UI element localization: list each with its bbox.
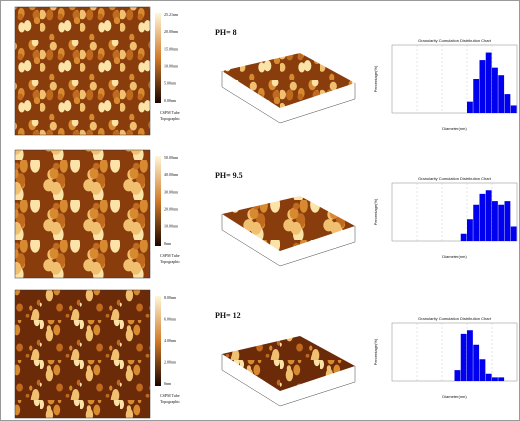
- scale-label: 10.00nm: [164, 224, 179, 229]
- afm-3d: [222, 196, 355, 251]
- x-label: Diameter(nm): [442, 394, 467, 399]
- scale-label: 40.00nm: [164, 172, 179, 177]
- scale-label: 0nm: [164, 241, 172, 246]
- bar: [485, 52, 492, 113]
- bar: [498, 204, 505, 241]
- bar: [510, 226, 517, 241]
- bar: [492, 377, 498, 381]
- scale-label: 10.00nm: [164, 64, 179, 69]
- caption: CSPM Tube: [160, 393, 180, 398]
- bar: [473, 79, 480, 113]
- axis-3d: [221, 214, 356, 267]
- x-label: Diameter(nm): [442, 254, 467, 259]
- bar: [492, 67, 498, 113]
- bar: [485, 373, 492, 381]
- afm-image: [14, 289, 151, 419]
- scale-label: 50.00nm: [164, 155, 179, 160]
- bar: [498, 75, 505, 113]
- scale-label: 5.00nm: [164, 81, 177, 86]
- bar: [473, 204, 480, 241]
- afm-3d: [222, 53, 355, 108]
- bar: [479, 60, 486, 113]
- scale-label: 25.21nm: [164, 12, 179, 17]
- bar: [485, 190, 492, 241]
- scale-label: 4.00nm: [164, 338, 177, 343]
- axis-3d: [221, 354, 356, 407]
- bar: [492, 201, 498, 241]
- bar: [467, 101, 473, 113]
- y-label: Percentage(%): [373, 65, 378, 92]
- caption: Topographic: [160, 399, 180, 404]
- color-bar: [155, 296, 161, 386]
- scale-label: 2.00nm: [164, 359, 177, 364]
- bar: [473, 344, 480, 381]
- y-label: Percentage(%): [373, 338, 378, 365]
- y-label: Percentage(%): [373, 198, 378, 225]
- ph-label: PH= 9.5: [215, 171, 243, 180]
- caption: Topographic: [160, 259, 180, 264]
- axis-3d: [221, 71, 356, 124]
- ph-label: PH= 12: [215, 311, 241, 320]
- scale-label: 0.00nm: [164, 98, 177, 103]
- bar: [504, 201, 511, 241]
- bar: [467, 330, 473, 381]
- scale-label: 20.00nm: [164, 207, 179, 212]
- bar: [467, 219, 473, 241]
- afm-image: [14, 6, 151, 136]
- afm-3d: [222, 336, 355, 391]
- afm-image: [14, 149, 151, 279]
- bar: [454, 370, 461, 381]
- caption: Topographic: [160, 116, 180, 121]
- bar: [460, 233, 467, 241]
- scale-label: 6.00nm: [164, 316, 177, 321]
- scale-label: 20.00nm: [164, 29, 179, 34]
- bar: [460, 333, 467, 381]
- bar: [504, 94, 511, 113]
- color-bar: [155, 13, 161, 103]
- caption: CSPM Tube: [160, 253, 180, 258]
- bar: [498, 377, 505, 381]
- hist-title: Granularity Cumulation Distribution Char…: [418, 38, 492, 43]
- scale-label: 15.00nm: [164, 46, 179, 51]
- x-label: Diameter(nm): [442, 126, 467, 131]
- bar: [510, 105, 517, 113]
- bar: [479, 359, 486, 381]
- ph-label: PH= 8: [215, 28, 237, 37]
- scale-label: 30.00nm: [164, 189, 179, 194]
- scale-label: 0nm: [164, 381, 172, 386]
- hist-title: Granularity Cumulation Distribution Char…: [418, 316, 492, 321]
- hist-title: Granularity Cumulation Distribution Char…: [418, 176, 492, 181]
- scale-label: 8.00nm: [164, 295, 177, 300]
- color-bar: [155, 156, 161, 246]
- bar: [479, 193, 486, 241]
- caption: CSPM Tube: [160, 110, 180, 115]
